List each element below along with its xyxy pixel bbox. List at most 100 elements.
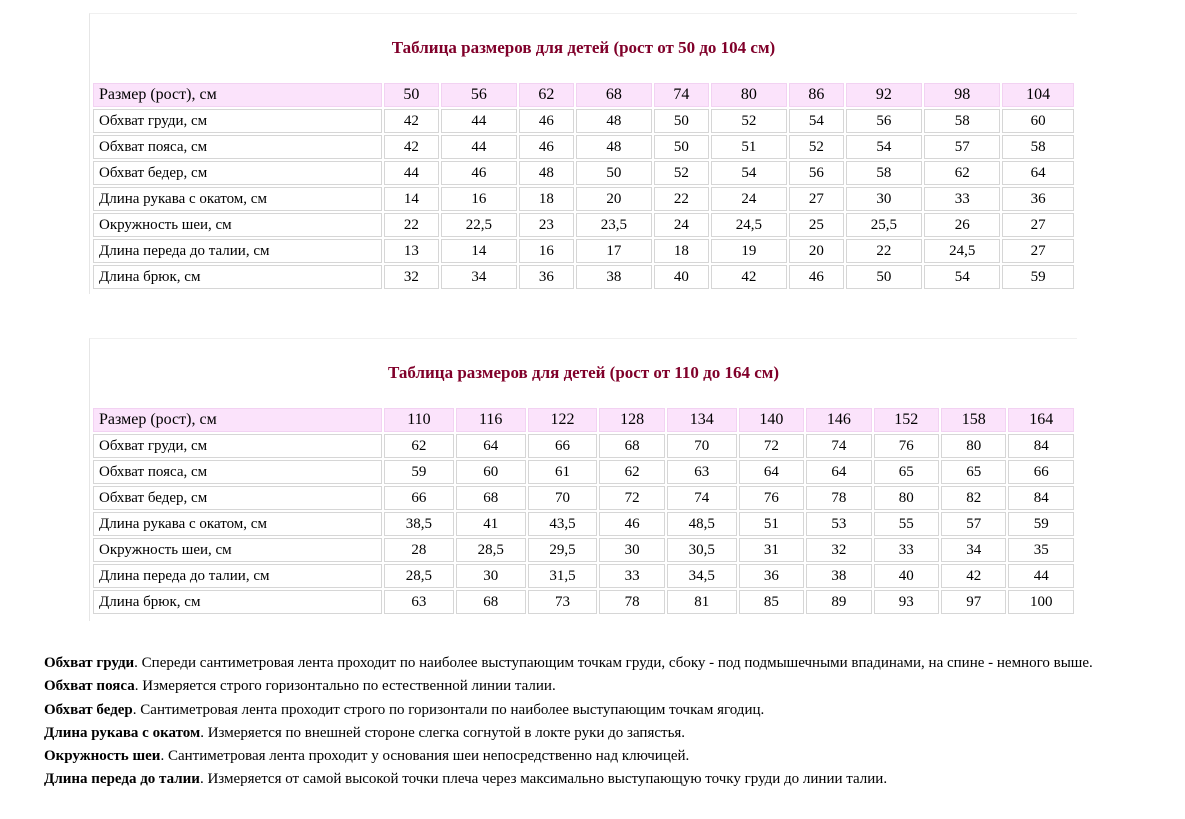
table-cell: 28,5 [455, 538, 526, 562]
table-cell: 44 [1008, 564, 1074, 588]
table-cell: 24 [710, 187, 788, 211]
table-cell: 59 [1008, 512, 1074, 536]
table-cell: 62 [384, 434, 454, 458]
table-cell: 46 [519, 135, 574, 159]
table-cell: 68 [455, 486, 526, 510]
table-cell: 50 [654, 109, 709, 133]
table-cell: 24,5 [710, 213, 788, 237]
table-cell: 60 [455, 460, 526, 484]
table-cell: 140 [738, 408, 805, 432]
note-text: . Измеряется от самой высокой точки плеч… [199, 771, 888, 788]
size-table: Размер (рост), см 50 56 62 68 74 80 86 92 98 104 Об… [91, 81, 1076, 291]
table-cell: 30 [845, 187, 923, 211]
table-cell: 54 [710, 161, 788, 185]
table-cell: 38 [575, 265, 653, 289]
table-cell: 36 [519, 265, 574, 289]
table-cell: 64 [806, 460, 872, 484]
note-item: Окружность шеи. Сантиметровая лента прох… [44, 745, 1122, 768]
table-cell: 50 [654, 135, 709, 159]
table-cell: 23,5 [575, 213, 653, 237]
table-cell: 68 [599, 434, 665, 458]
table-cell: 52 [654, 161, 709, 185]
table-cell: 48 [519, 161, 574, 185]
table-cell: 42 [384, 135, 439, 159]
table-cell: 74 [666, 486, 737, 510]
table-cell: 76 [738, 486, 805, 510]
table-cell: 22,5 [440, 213, 518, 237]
table-cell: 38 [806, 564, 872, 588]
table-cell: 134 [666, 408, 737, 432]
table-cell: 62 [924, 161, 1001, 185]
table-cell: 18 [654, 239, 709, 263]
note-text: . Сантиметровая лента проходит у основан… [160, 748, 690, 765]
row-label: Длина брюк, см [93, 590, 382, 614]
table-row: Окружность шеи, см 22 22,5 23 23,5 24 24,5 25 25… [93, 213, 1074, 237]
table-cell: 46 [789, 265, 844, 289]
table-cell: 42 [710, 265, 788, 289]
table-cell: 51 [710, 135, 788, 159]
table-cell: 70 [666, 434, 737, 458]
table-cell: 80 [710, 83, 788, 107]
table-cell: 68 [575, 83, 653, 107]
table-cell: 60 [1002, 109, 1074, 133]
header-row: Размер (рост), см 110 116 122 128 134 140 146 15… [93, 408, 1074, 432]
row-label: Обхват бедер, см [93, 486, 382, 510]
table-cell: 26 [924, 213, 1001, 237]
table-cell: 58 [924, 109, 1001, 133]
table-cell: 31 [738, 538, 805, 562]
table-cell: 33 [924, 187, 1001, 211]
row-label: Длина рукава с окатом, см [93, 512, 382, 536]
table-cell: 63 [666, 460, 737, 484]
table-cell: 54 [845, 135, 923, 159]
table-cell: 43,5 [527, 512, 598, 536]
row-label: Размер (рост), см [93, 83, 382, 107]
table-row: Обхват бедер, см 44 46 48 50 52 54 56 58 62 64 [93, 161, 1074, 185]
table-cell: 63 [384, 590, 454, 614]
table-cell: 56 [789, 161, 844, 185]
table-cell: 16 [440, 187, 518, 211]
table-row: Длина переда до талии, см 13 14 16 17 18 19 20 2… [93, 239, 1074, 263]
table-cell: 93 [873, 590, 939, 614]
table-cell: 128 [599, 408, 665, 432]
table-cell: 14 [384, 187, 439, 211]
table-cell: 38,5 [384, 512, 454, 536]
row-label: Длина переда до талии, см [93, 564, 382, 588]
table-cell: 32 [384, 265, 439, 289]
note-term: Обхват бедер [44, 701, 133, 718]
table-cell: 50 [845, 265, 923, 289]
table-cell: 152 [873, 408, 939, 432]
table-cell: 54 [789, 109, 844, 133]
note-text: . Измеряется строго горизонтально по ест… [134, 678, 556, 695]
table-cell: 31,5 [527, 564, 598, 588]
table-cell: 65 [873, 460, 939, 484]
table-cell: 84 [1008, 434, 1074, 458]
table-cell: 64 [738, 460, 805, 484]
table-cell: 80 [941, 434, 1007, 458]
table-cell: 65 [941, 460, 1007, 484]
table-cell: 56 [440, 83, 518, 107]
row-label: Обхват пояса, см [93, 135, 382, 159]
table-cell: 48 [575, 135, 653, 159]
table-cell: 97 [941, 590, 1007, 614]
table-cell: 28,5 [384, 564, 454, 588]
row-label: Размер (рост), см [93, 408, 382, 432]
table-title: Таблица размеров для детей (рост от 50 д… [391, 38, 776, 57]
table-cell: 76 [873, 434, 939, 458]
row-label: Обхват пояса, см [93, 460, 382, 484]
header-row: Размер (рост), см 50 56 62 68 74 80 86 92 98 104 [93, 83, 1074, 107]
table-cell: 59 [1002, 265, 1074, 289]
table-cell: 52 [710, 109, 788, 133]
table-cell: 48 [575, 109, 653, 133]
table-cell: 158 [941, 408, 1007, 432]
table-cell: 22 [845, 239, 923, 263]
table-cell: 22 [384, 213, 439, 237]
table-cell: 34 [941, 538, 1007, 562]
table-row: Длина брюк, см 63 68 73 78 81 85 89 93 97 100 [93, 590, 1074, 614]
table-cell: 72 [738, 434, 805, 458]
row-label: Длина рукава с окатом, см [93, 187, 382, 211]
table-cell: 50 [384, 83, 439, 107]
table-cell: 42 [941, 564, 1007, 588]
row-label: Длина переда до талии, см [93, 239, 382, 263]
table-row: Длина брюк, см 32 34 36 38 40 42 46 50 54 59 [93, 265, 1074, 289]
table-row: Обхват груди, см 42 44 46 48 50 52 54 56 58 60 [93, 109, 1074, 133]
